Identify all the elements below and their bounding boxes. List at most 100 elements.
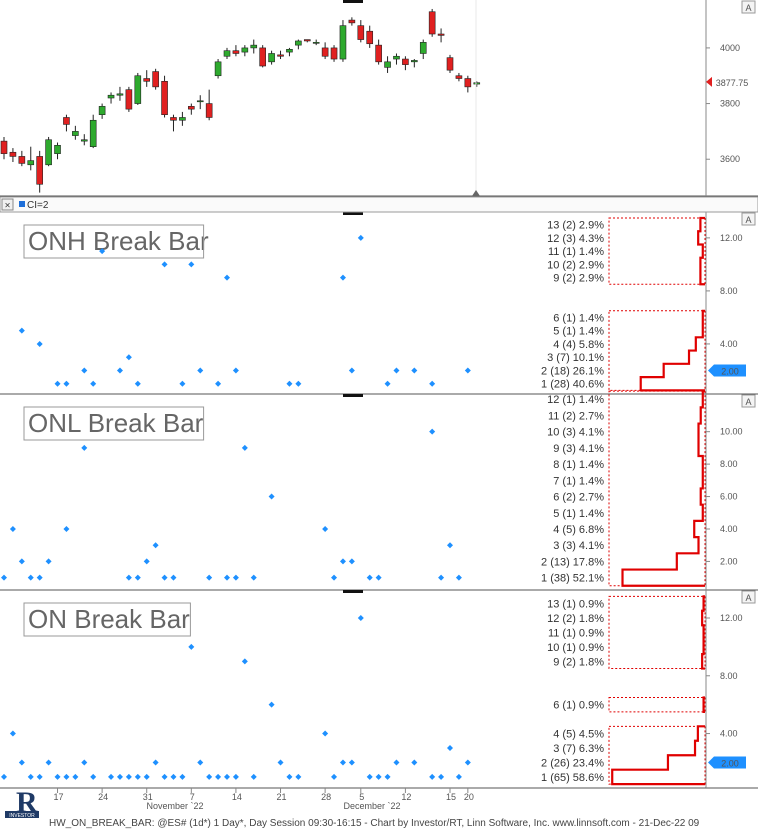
pane-onl-break-bar: A 2.00 4.00 6.00 8.00 10.00 ONL Break Bar 12 (1… [0,390,758,591]
candle-body [393,55,400,60]
distribution-label: 5 (1) 1.4% [553,508,604,520]
candle-body [473,82,481,85]
data-point [232,574,239,581]
data-point [339,274,346,281]
candle-body [259,47,266,67]
candle-body [455,75,463,79]
date-tick-label: 12 [401,792,411,802]
logo-band [5,811,39,818]
y-tick-label: 4.00 [720,729,738,739]
data-point [357,615,364,621]
data-point [197,759,204,766]
data-point [277,759,284,766]
data-point [464,759,471,766]
data-point [393,367,400,374]
data-point [188,643,195,650]
distribution-label: 12 (3) 4.3% [547,233,604,245]
investor-rt-logo: R INVESTOR [5,786,39,819]
data-point [455,574,462,581]
auto-scale-button[interactable] [741,0,756,14]
data-point [27,574,34,581]
distribution-label: 6 (1) 1.4% [553,312,604,324]
auto-scale-button[interactable] [741,590,756,604]
distribution-label: 12 (2) 1.8% [547,613,604,625]
data-point [348,558,355,565]
auto-scale-button[interactable] [741,212,756,226]
pane-resize-handle[interactable] [343,212,363,215]
data-point [125,574,132,581]
auto-scale-label: A [745,3,751,13]
data-point [63,525,70,532]
distribution-step [611,725,705,786]
y-tick-label: 8.00 [720,671,738,681]
data-point [268,701,275,708]
data-point [215,380,222,387]
data-point [36,574,43,581]
data-point [81,444,88,451]
candle-body [232,50,240,54]
data-point [179,380,186,387]
candle-body [134,75,142,104]
data-point [348,367,355,374]
distribution-label: 7 (1) 1.4% [553,475,604,487]
candle-body [80,139,88,142]
footer-caption: HW_ON_BREAK_BAR: @ES# (1d*) 1 Day*, Day … [49,818,700,829]
data-point [438,773,445,780]
data-point [438,574,445,581]
candle-body [384,61,391,68]
pane-price: A 3600 3800 4000 3877.75 [0,0,758,197]
y-tick-label: 12.00 [720,233,743,243]
data-point [18,558,25,565]
data-point [286,380,293,387]
auto-scale-label: A [745,397,751,407]
distribution-label: 10 (2) 2.9% [547,259,604,271]
close-icon[interactable]: × [5,201,11,212]
candle-body [366,30,374,45]
data-point [9,525,16,532]
candle-body [250,44,258,49]
data-point [161,574,168,581]
y-tick-label: 12.00 [720,613,743,623]
data-point [9,730,16,737]
ci-strip: × CI=2 [0,196,758,213]
logo-letter: R [16,786,38,819]
auto-scale-label: A [745,593,751,603]
pane-title-box [23,224,205,259]
pane-resize-handle[interactable] [343,590,363,593]
time-marker [472,190,480,196]
data-point [45,558,52,565]
data-point [54,380,61,387]
pane-on-break-bar: A 4.00 8.00 12.00 ON Break Bar 13 (1) 0.9% 12 … [0,590,758,789]
data-point [375,574,382,581]
y-tick-label: 3600 [720,154,740,164]
candle-body [339,25,347,60]
candle-body [411,60,418,63]
candle-body [402,58,409,65]
candle-body [36,156,43,185]
distribution-label: 4 (5) 6.8% [553,524,604,536]
pane-resize-handle[interactable] [343,394,363,397]
distribution-label: 9 (3) 4.1% [553,443,604,455]
data-point [170,773,177,780]
date-tick-label: 5 [359,792,364,802]
distribution-label: 6 (2) 2.7% [553,492,604,504]
auto-scale-label: A [745,215,751,225]
data-point [125,354,132,361]
auto-scale-button[interactable] [741,394,756,408]
candle-body [223,50,231,57]
candle-body [205,103,213,118]
distribution-group-box [608,390,706,587]
data-point [331,574,338,581]
close-indicator-button[interactable] [1,198,14,211]
distribution-label: 11 (1) 0.9% [548,627,604,639]
data-point [366,574,373,581]
candle-body [196,100,204,103]
data-point [375,773,382,780]
date-axis: 17 24 31 7 14 21 28 5 12 15 20 November `22 December… [0,787,706,811]
pane-resize-handle[interactable] [343,0,363,3]
y-tick-label: 4.00 [720,339,738,349]
data-point [224,773,230,780]
distribution-label: 9 (2) 2.9% [553,273,604,285]
data-point [18,327,25,334]
distribution-label: 2 (18) 26.1% [541,365,604,377]
